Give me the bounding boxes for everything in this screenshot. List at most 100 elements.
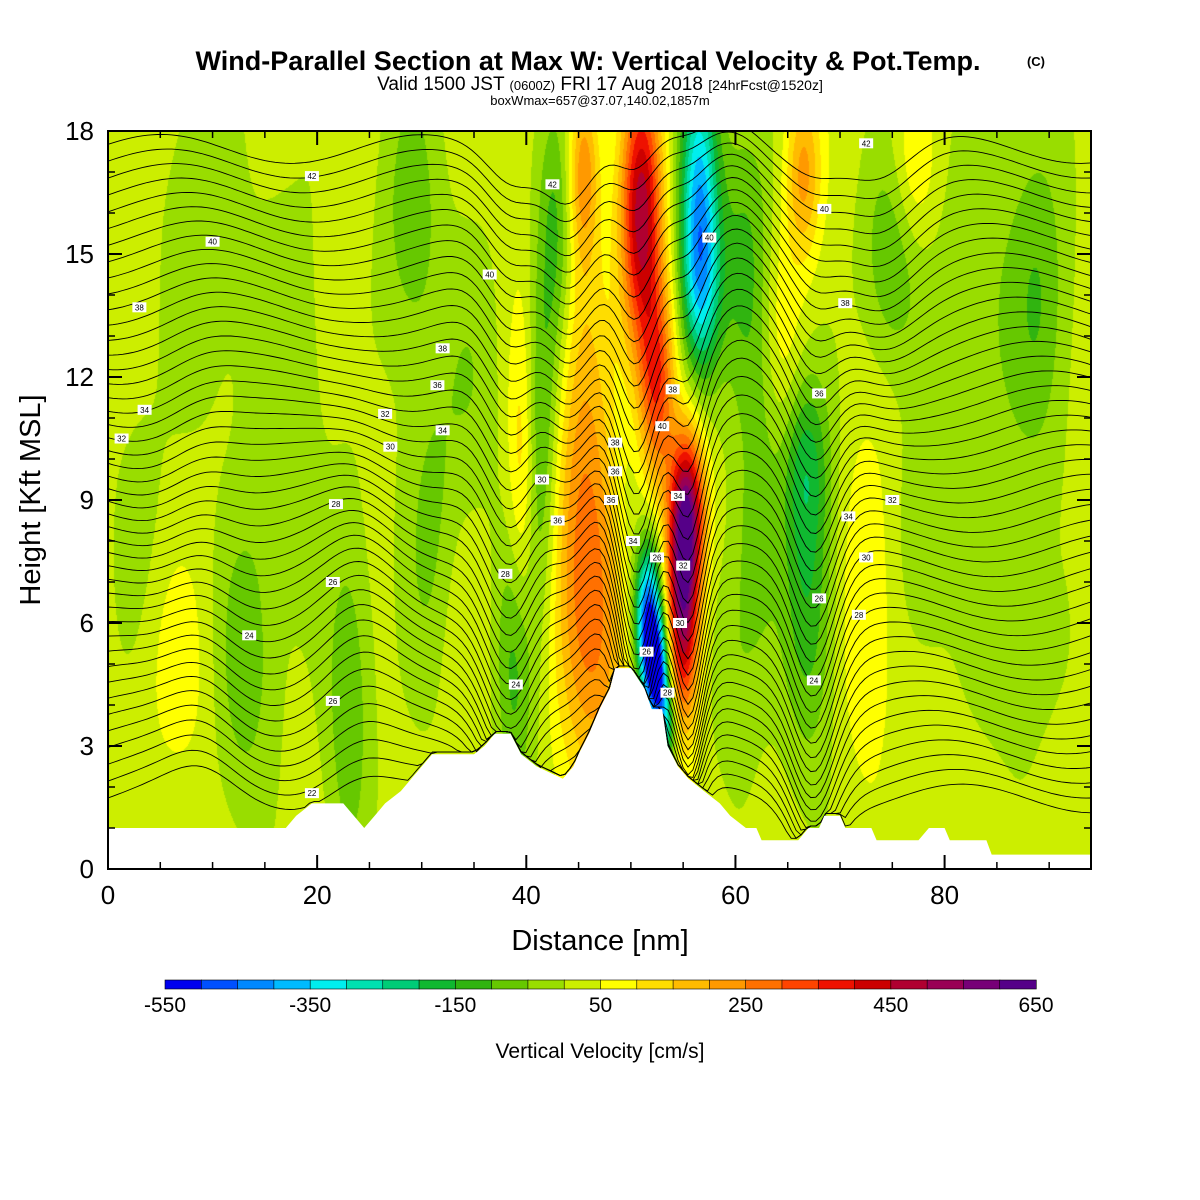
contour-label: 38	[665, 384, 680, 395]
contour-label-text: 38	[135, 303, 144, 312]
contour-label-box	[378, 408, 393, 419]
contour-label-box	[841, 511, 856, 522]
contour-label-text: 30	[538, 476, 547, 485]
theta-contour-line	[108, 510, 1091, 685]
theta-contour-line	[108, 561, 1091, 730]
contour-label-text: 34	[844, 512, 853, 521]
valid-date: FRI 17 Aug 2018	[560, 74, 703, 95]
contour-label-box	[859, 138, 874, 149]
contour-label-box	[660, 687, 675, 698]
contour-label-box	[702, 232, 717, 243]
theta-contour-line	[108, 474, 1091, 656]
contour-label-text: 34	[140, 406, 149, 415]
colorbar-tick-label: 650	[1018, 994, 1053, 1017]
box-max-info: boxWmax=657@37.07,140.02,1857m	[490, 93, 710, 108]
contour-label: 28	[498, 568, 513, 579]
contour-label-box	[383, 441, 398, 452]
contour-label-text: 34	[629, 537, 638, 546]
colorbar-tick-label: -150	[434, 994, 476, 1017]
colorbar-swatch	[600, 979, 638, 990]
contour-label: 42	[859, 138, 874, 149]
contour-label-text: 34	[673, 492, 682, 501]
colorbar-swatch	[636, 979, 674, 990]
colorbar-swatch	[672, 979, 710, 990]
terrain-mask	[108, 668, 1091, 869]
contour-label-box	[608, 437, 623, 448]
colorbar-swatch	[781, 979, 819, 990]
contour-label: 34	[841, 511, 856, 522]
theta-contour-line	[108, 242, 1091, 387]
contour-label: 34	[625, 536, 640, 546]
contour-label-text: 32	[679, 562, 688, 571]
contour-label-text: 26	[642, 648, 651, 657]
contour-label-box	[859, 552, 874, 563]
contour-label: 36	[550, 515, 565, 526]
contour-label-box	[325, 577, 340, 587]
theta-contour-line	[108, 413, 1091, 591]
contour-label: 28	[851, 609, 866, 620]
contour-label-box	[304, 788, 319, 799]
y-axis-title: Height [Kft MSL]	[15, 394, 47, 605]
contour-label: 24	[806, 675, 821, 686]
valid-time-utc: (0600Z)	[510, 78, 556, 93]
colorbar-swatch	[346, 979, 384, 990]
contour-label-text: 28	[854, 611, 863, 620]
contour-label: 34	[435, 425, 450, 436]
y-tick-label: 15	[65, 239, 94, 269]
contour-label: 38	[435, 343, 450, 354]
theta-contour-line	[108, 272, 1091, 431]
theta-contour-line	[108, 498, 1091, 679]
contour-label-text: 24	[809, 676, 818, 685]
x-tick-label: 40	[512, 880, 541, 910]
contour-label: 26	[325, 577, 340, 587]
theta-contours	[108, 131, 1091, 839]
colorbar-swatch	[491, 979, 529, 990]
contour-label-text: 40	[485, 271, 494, 280]
theta-contour-line	[108, 305, 1091, 474]
contour-label: 28	[660, 687, 675, 698]
colorbar-tick-label: 250	[728, 994, 763, 1017]
colorbar-swatch	[963, 979, 1001, 990]
contour-label-box	[608, 466, 623, 477]
contour-label: 24	[508, 679, 523, 690]
colorbar-swatch	[527, 979, 565, 990]
contour-label-box	[851, 609, 866, 620]
valid-time-line: Valid 1500 JST (0600Z) FRI 17 Aug 2018 […	[377, 74, 823, 95]
colorbar-swatch	[854, 979, 892, 990]
colorbar-labels: -550 -350 -150 50 250 450 650	[144, 994, 1054, 1017]
contour-label-box	[328, 499, 343, 510]
theta-contour-line	[108, 153, 1091, 257]
contour-label: 30	[673, 618, 688, 628]
contour-label-text: 40	[820, 205, 829, 214]
colorbar-swatch	[309, 979, 348, 990]
contour-label-box	[132, 302, 147, 313]
theta-contour-labels: 22 24 26 26 28 30 32 32 34 34 36 38 38 40 42 40 42 28 24 30…	[114, 138, 900, 799]
colorbar-swatch	[563, 979, 602, 990]
theta-contour-line	[108, 142, 1091, 240]
y-tick-label: 6	[80, 608, 94, 638]
contour-label-text: 24	[245, 631, 254, 640]
theta-contour-line	[108, 339, 1091, 515]
contour-label-box	[838, 298, 853, 309]
theta-contour-line	[108, 288, 1091, 453]
contour-label: 26	[650, 552, 665, 563]
theta-contour-line	[108, 651, 1091, 799]
contour-label: 36	[608, 466, 623, 477]
contour-label-box	[114, 433, 129, 444]
contour-label-box	[482, 269, 497, 280]
theta-contour-line	[108, 131, 1091, 223]
contour-label-text: 26	[328, 578, 337, 587]
contour-label: 40	[205, 236, 220, 247]
contour-label-box	[498, 568, 513, 579]
colorbar-swatch	[455, 979, 493, 990]
contour-label: 38	[838, 298, 853, 309]
contour-label: 32	[676, 560, 691, 571]
contour-label-box	[806, 675, 821, 686]
colorbar-tick-label: 450	[873, 994, 908, 1017]
contour-label-box	[639, 646, 654, 657]
contour-label-box	[676, 560, 691, 571]
theta-contour-line	[108, 165, 1091, 273]
contour-label-text: 28	[501, 570, 510, 579]
